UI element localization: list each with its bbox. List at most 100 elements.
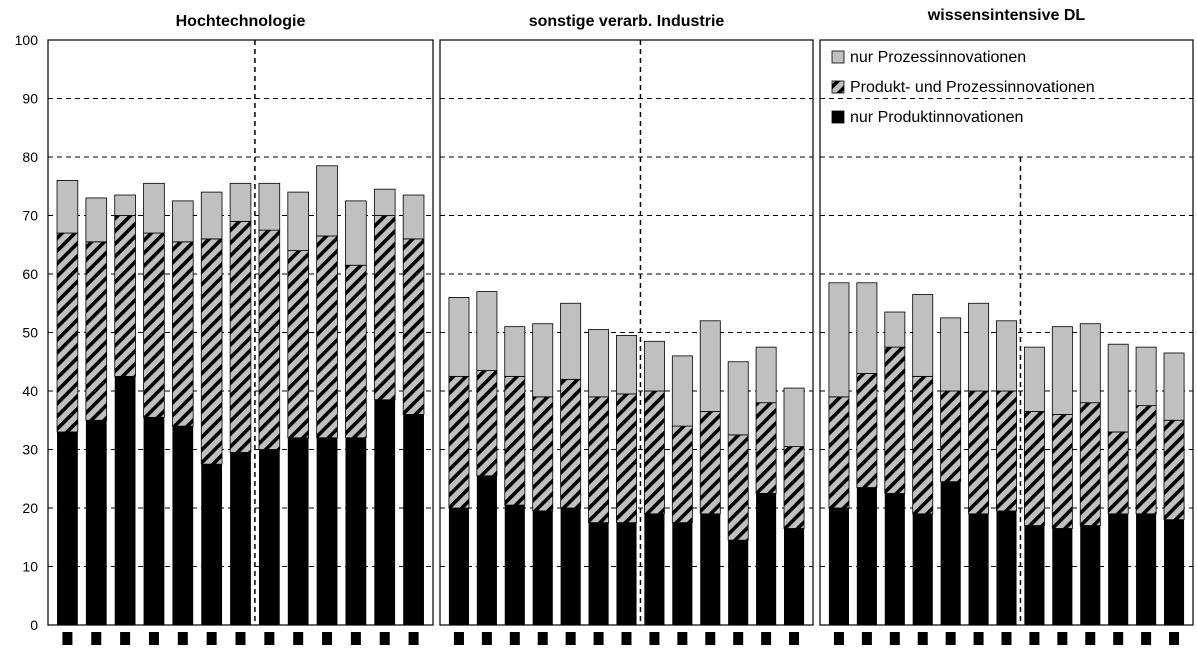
y-tick-label: 90 bbox=[22, 91, 38, 107]
x-tick-marker bbox=[322, 632, 333, 645]
bar-segment-produkt bbox=[616, 522, 637, 625]
bar-segment-prozess bbox=[114, 194, 136, 216]
bar-segment-prozess bbox=[1023, 346, 1045, 412]
bar-segment-prozess bbox=[143, 182, 165, 234]
x-tick-marker bbox=[91, 632, 102, 645]
legend-swatch bbox=[831, 110, 845, 124]
bar-segment-beide bbox=[671, 425, 693, 524]
panels: Hochtechnologie sonstige verarb. Industri… bbox=[47, 7, 1194, 645]
bar-segment-prozess bbox=[727, 361, 749, 436]
y-tick-label: 60 bbox=[22, 266, 38, 282]
bar-segment-beide bbox=[996, 390, 1017, 512]
y-tick-label: 20 bbox=[22, 500, 38, 516]
bar-segment-prozess bbox=[755, 346, 777, 404]
bar-segment-prozess bbox=[258, 182, 281, 231]
bar-segment-produkt bbox=[1052, 528, 1073, 625]
x-tick-marker bbox=[789, 632, 800, 645]
bar-segment-produkt bbox=[374, 399, 396, 625]
x-tick-marker bbox=[621, 632, 632, 645]
bar-segment-beide bbox=[143, 232, 165, 418]
bar-segment-beide bbox=[1079, 402, 1101, 526]
bar-segment-prozess bbox=[287, 191, 309, 252]
bar-segment-produkt bbox=[287, 437, 309, 625]
bar-segment-beide bbox=[316, 235, 338, 439]
bar-segment-produkt bbox=[996, 510, 1017, 625]
bar-segment-produkt bbox=[912, 513, 933, 625]
bar-segment-prozess bbox=[616, 335, 637, 395]
panel-1: Hochtechnologie bbox=[47, 13, 434, 645]
bar-segment-produkt bbox=[85, 420, 107, 625]
bar-segment-produkt bbox=[345, 437, 367, 625]
bar-segment-beide bbox=[1135, 405, 1157, 515]
x-tick-marker bbox=[509, 632, 520, 645]
y-tick-label: 70 bbox=[22, 208, 38, 224]
bar-segment-prozess bbox=[912, 294, 934, 377]
bar-segment-produkt bbox=[143, 417, 165, 625]
bar-segment-beide bbox=[755, 402, 777, 494]
x-tick-marker bbox=[593, 632, 604, 645]
x-tick-marker bbox=[235, 632, 246, 645]
bar-segment-beide bbox=[940, 390, 962, 483]
x-tick-marker bbox=[917, 632, 928, 645]
bar-segment-produkt bbox=[968, 513, 989, 625]
bar-segment-prozess bbox=[643, 340, 665, 392]
bar-segment-produkt bbox=[783, 528, 805, 625]
bar-segment-produkt bbox=[316, 437, 338, 625]
bar-segment-beide bbox=[616, 393, 637, 524]
x-tick-marker bbox=[861, 632, 872, 645]
x-tick-marker bbox=[1029, 632, 1040, 645]
bar-segment-prozess bbox=[1051, 326, 1073, 415]
bar-segment-produkt bbox=[884, 493, 905, 625]
panel-frame bbox=[819, 39, 1194, 626]
x-tick-marker bbox=[148, 632, 159, 645]
bar-segment-prozess bbox=[1079, 323, 1101, 404]
bar-segment-beide bbox=[1023, 411, 1045, 526]
bar-segment-beide bbox=[476, 370, 498, 477]
bar-segment-prozess bbox=[828, 282, 850, 398]
panel-3: wissensintensive DL bbox=[819, 7, 1194, 645]
bar-segment-beide bbox=[643, 390, 665, 515]
bar-segment-beide bbox=[912, 375, 934, 515]
bar-segment-produkt bbox=[940, 481, 961, 625]
x-tick-marker bbox=[177, 632, 188, 645]
x-tick-marker bbox=[649, 632, 660, 645]
x-tick-marker bbox=[1085, 632, 1096, 645]
bar-segment-prozess bbox=[448, 296, 470, 377]
y-tick-label: 80 bbox=[22, 149, 38, 165]
bar-segment-prozess bbox=[402, 194, 425, 240]
bar-segment-beide bbox=[200, 238, 223, 465]
bar-segment-prozess bbox=[856, 282, 878, 374]
bar-segment-produkt bbox=[114, 376, 136, 625]
bar-segment-produkt bbox=[1108, 513, 1129, 625]
bar-segment-beide bbox=[373, 215, 396, 401]
x-tick-marker bbox=[453, 632, 464, 645]
x-tick-marker bbox=[705, 632, 716, 645]
bar-segment-beide bbox=[345, 264, 367, 439]
x-tick-marker bbox=[833, 632, 844, 645]
bar-segment-beide bbox=[402, 238, 425, 415]
bar-segment-produkt bbox=[201, 464, 223, 625]
bar-segment-beide bbox=[968, 390, 990, 515]
bar-segment-prozess bbox=[940, 317, 962, 392]
panel-frame bbox=[47, 39, 434, 626]
x-tick-marker bbox=[350, 632, 361, 645]
bar-segment-produkt bbox=[258, 449, 280, 625]
x-tick-marker bbox=[973, 632, 984, 645]
bar-segment-produkt bbox=[560, 508, 581, 625]
bar-segment-prozess bbox=[373, 188, 396, 216]
bar-segment-prozess bbox=[968, 302, 990, 392]
bar-segment-beide bbox=[699, 411, 721, 515]
bar-segment-prozess bbox=[345, 200, 367, 266]
x-tick-marker bbox=[120, 632, 131, 645]
x-tick-marker bbox=[565, 632, 576, 645]
y-tick-label: 40 bbox=[22, 383, 38, 399]
x-tick-marker bbox=[481, 632, 492, 645]
legend-label: nur Produktinnovationen bbox=[850, 109, 1023, 126]
bar-segment-produkt bbox=[504, 505, 525, 625]
x-tick-marker bbox=[206, 632, 217, 645]
panel-title: wissensintensive DL bbox=[927, 7, 1086, 24]
bar-segment-prozess bbox=[671, 355, 693, 427]
x-tick-marker bbox=[537, 632, 548, 645]
bar-segment-prozess bbox=[316, 165, 338, 237]
